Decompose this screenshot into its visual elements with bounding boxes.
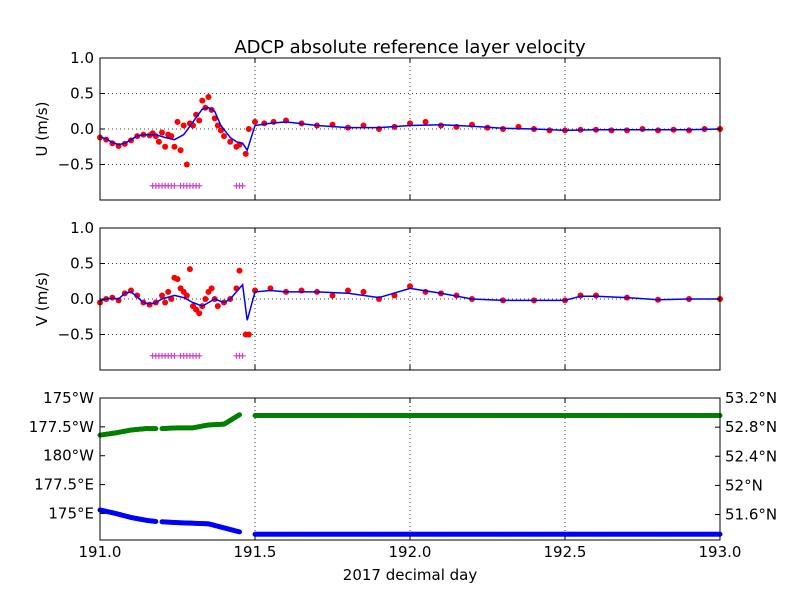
- v-raw-point: [196, 310, 203, 317]
- v-raw-point: [407, 283, 413, 290]
- u-ytick-label: −0.5: [58, 156, 94, 174]
- v-ytick-label: 0.0: [70, 290, 94, 308]
- v-ytick-label: 1.0: [70, 219, 94, 237]
- u-raw-point: [196, 117, 203, 124]
- x-tick-label: 192.0: [389, 543, 432, 561]
- longitude_east-point: [237, 529, 242, 535]
- u-raw-point: [171, 143, 178, 150]
- x-tick-label: 191.5: [234, 543, 277, 561]
- v-raw-point: [208, 285, 215, 292]
- lon-ytick-label: 180°W: [43, 447, 94, 465]
- u-raw-point: [162, 143, 169, 150]
- position-panel: 175°W 177.5°W 180°W 177.5°E 175°E 53.2°N 52.8…: [29, 389, 777, 584]
- latitude-point: [237, 412, 242, 418]
- v-ytick-label: 0.5: [70, 255, 94, 273]
- lat-ytick-label: 52.8°N: [725, 418, 777, 436]
- u-raw-point: [245, 126, 252, 132]
- x-tick-label: 192.5: [544, 543, 587, 561]
- v-ytick-label: −0.5: [58, 326, 94, 344]
- v-flag-marker: [239, 352, 246, 359]
- v-raw-point: [159, 292, 165, 299]
- u-velocity-panel: 1.0 0.5 0.0 −0.5 U (m/s): [33, 49, 723, 201]
- u-raw-point: [168, 133, 175, 140]
- lon-ytick-label: 177.5°E: [34, 476, 94, 494]
- u-raw-point: [180, 122, 187, 129]
- v-raw-point: [134, 292, 141, 299]
- v-raw-point: [183, 292, 190, 299]
- v-raw-point: [165, 288, 172, 295]
- u-axis-label: U (m/s): [33, 102, 51, 157]
- v-raw-point: [174, 276, 181, 283]
- v-flag-marker: [196, 352, 203, 359]
- v-raw-point: [236, 267, 243, 274]
- u-raw-point: [227, 138, 234, 145]
- x-tick-label: 193.0: [699, 543, 742, 561]
- u-raw-point: [252, 118, 258, 125]
- lon-ytick-label: 177.5°W: [29, 418, 94, 436]
- x-tick-label: 191.0: [79, 543, 122, 561]
- lat-ytick-label: 52.4°N: [725, 447, 777, 465]
- u-raw-point: [183, 161, 190, 168]
- u-raw-point: [242, 150, 249, 157]
- u-raw-point: [159, 129, 165, 136]
- v-smoothed-line: [99, 283, 720, 321]
- u-flag-marker: [171, 182, 178, 189]
- v-raw-point: [345, 287, 351, 294]
- lon-ytick-label: 175°E: [48, 504, 94, 522]
- v-raw-point: [186, 266, 193, 273]
- chart-title: ADCP absolute reference layer velocity: [234, 37, 586, 58]
- u-raw-point: [217, 127, 224, 134]
- u-ytick-label: 1.0: [70, 49, 94, 67]
- u-raw-point: [214, 122, 221, 129]
- u-raw-point: [177, 147, 184, 154]
- v-raw-point: [162, 299, 169, 306]
- v-flag-marker: [171, 352, 178, 359]
- lat-ytick-label: 51.6°N: [725, 506, 777, 524]
- u-raw-point: [174, 118, 181, 125]
- v-velocity-panel: 1.0 0.5 0.0 −0.5 V (m/s): [33, 219, 723, 371]
- v-raw-point: [329, 292, 336, 299]
- u-ytick-label: 0.5: [70, 85, 94, 103]
- x-axis-label: 2017 decimal day: [343, 566, 478, 584]
- u-raw-point: [270, 118, 277, 125]
- u-flag-marker: [196, 182, 203, 189]
- u-raw-point: [205, 94, 212, 101]
- u-raw-point: [155, 138, 162, 145]
- latitude-point: [153, 426, 159, 432]
- lon-ytick-label: 175°W: [43, 389, 94, 407]
- v-raw-point: [360, 288, 367, 295]
- v-axis-label: V (m/s): [33, 272, 51, 326]
- u-raw-point: [221, 133, 227, 140]
- u-ytick-label: 0.0: [70, 120, 94, 138]
- v-raw-point: [202, 296, 209, 302]
- v-raw-point: [245, 331, 252, 338]
- u-raw-point: [422, 118, 429, 125]
- lat-ytick-label: 53.2°N: [725, 389, 777, 407]
- u-raw-point: [211, 115, 218, 122]
- v-raw-point: [214, 303, 221, 310]
- lat-ytick-label: 52°N: [725, 476, 763, 494]
- v-raw-point: [267, 285, 274, 292]
- u-raw-point: [199, 97, 206, 104]
- u-smoothed-line: [99, 106, 721, 153]
- u-flag-marker: [239, 182, 246, 189]
- longitude_east-point: [153, 519, 159, 525]
